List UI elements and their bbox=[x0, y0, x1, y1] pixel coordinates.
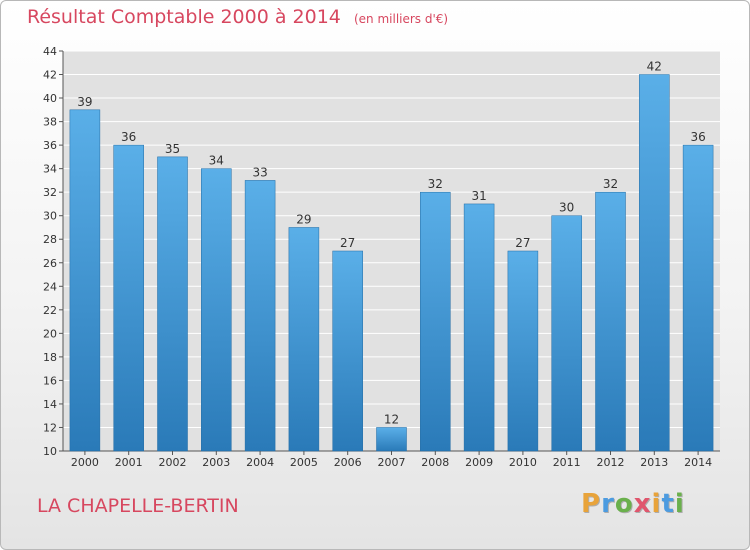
x-tick-label: 2003 bbox=[202, 456, 230, 469]
y-tick-label: 28 bbox=[43, 233, 57, 246]
logo-letter: P bbox=[581, 489, 602, 519]
x-tick-label: 2001 bbox=[115, 456, 143, 469]
bar bbox=[288, 227, 320, 452]
y-tick-label: 20 bbox=[43, 327, 57, 340]
data-label: 36 bbox=[690, 130, 705, 144]
logo-letter: i bbox=[651, 489, 662, 519]
data-label: 34 bbox=[209, 154, 224, 168]
logo-letter: t bbox=[661, 489, 675, 519]
data-label: 33 bbox=[252, 165, 267, 179]
bar bbox=[332, 250, 363, 452]
bar bbox=[507, 250, 539, 452]
town-name: LA CHAPELLE-BERTIN bbox=[37, 495, 239, 517]
y-tick-label: 34 bbox=[43, 163, 57, 176]
bar bbox=[682, 144, 714, 452]
data-label: 35 bbox=[165, 142, 180, 156]
y-tick-label: 16 bbox=[43, 374, 57, 387]
bar bbox=[420, 191, 451, 452]
y-tick-label: 44 bbox=[43, 45, 57, 58]
x-tick-label: 2010 bbox=[509, 456, 537, 469]
y-tick-label: 10 bbox=[43, 445, 57, 458]
x-tick-label: 2006 bbox=[334, 456, 362, 469]
data-label: 27 bbox=[340, 236, 355, 250]
y-tick-label: 18 bbox=[43, 351, 57, 364]
data-label: 29 bbox=[296, 212, 311, 226]
logo-letter: o bbox=[614, 489, 634, 519]
data-label: 36 bbox=[121, 130, 136, 144]
x-tick-label: 2007 bbox=[378, 456, 406, 469]
logo-letter: x bbox=[633, 489, 652, 519]
bar bbox=[376, 427, 407, 452]
y-tick-label: 38 bbox=[43, 116, 57, 129]
y-tick-label: 22 bbox=[43, 304, 57, 317]
x-tick-label: 2013 bbox=[640, 456, 668, 469]
chart-title: Résultat Comptable 2000 à 2014 bbox=[27, 6, 341, 28]
data-label: 30 bbox=[559, 201, 574, 215]
x-tick-label: 2004 bbox=[246, 456, 274, 469]
y-tick-label: 12 bbox=[43, 421, 57, 434]
x-tick-label: 2002 bbox=[159, 456, 187, 469]
bar bbox=[157, 156, 188, 452]
logo-letter: i bbox=[674, 489, 685, 519]
bar bbox=[639, 74, 670, 452]
logo-letter: r bbox=[601, 489, 615, 519]
data-label: 12 bbox=[384, 412, 399, 426]
y-tick-label: 32 bbox=[43, 186, 57, 199]
x-tick-label: 2000 bbox=[71, 456, 99, 469]
data-label: 39 bbox=[77, 95, 92, 109]
data-label: 42 bbox=[647, 60, 662, 74]
y-tick-label: 14 bbox=[43, 398, 57, 411]
data-label: 32 bbox=[428, 177, 443, 191]
bar bbox=[463, 203, 495, 452]
y-tick-label: 42 bbox=[43, 69, 57, 82]
y-tick-label: 36 bbox=[43, 139, 57, 152]
y-tick-label: 24 bbox=[43, 280, 57, 293]
y-tick-label: 30 bbox=[43, 210, 57, 223]
x-tick-label: 2012 bbox=[597, 456, 625, 469]
x-tick-label: 2011 bbox=[553, 456, 581, 469]
bar bbox=[244, 180, 276, 452]
chart-title-row: Résultat Comptable 2000 à 2014 (en milli… bbox=[27, 6, 448, 28]
data-label: 27 bbox=[515, 236, 530, 250]
y-tick-label: 40 bbox=[43, 92, 57, 105]
proxiti-logo: Proxiti bbox=[581, 489, 685, 519]
x-tick-label: 2005 bbox=[290, 456, 318, 469]
chart-unit: (en milliers d'€) bbox=[353, 12, 449, 26]
x-tick-label: 2014 bbox=[684, 456, 712, 469]
data-label: 32 bbox=[603, 177, 618, 191]
bar bbox=[69, 109, 101, 452]
y-tick-label: 26 bbox=[43, 257, 57, 270]
x-tick-label: 2009 bbox=[465, 456, 493, 469]
bar bbox=[551, 215, 582, 452]
bar bbox=[595, 191, 626, 452]
x-tick-label: 2008 bbox=[421, 456, 449, 469]
bar bbox=[201, 168, 232, 452]
data-label: 31 bbox=[471, 189, 486, 203]
bar bbox=[113, 144, 144, 452]
